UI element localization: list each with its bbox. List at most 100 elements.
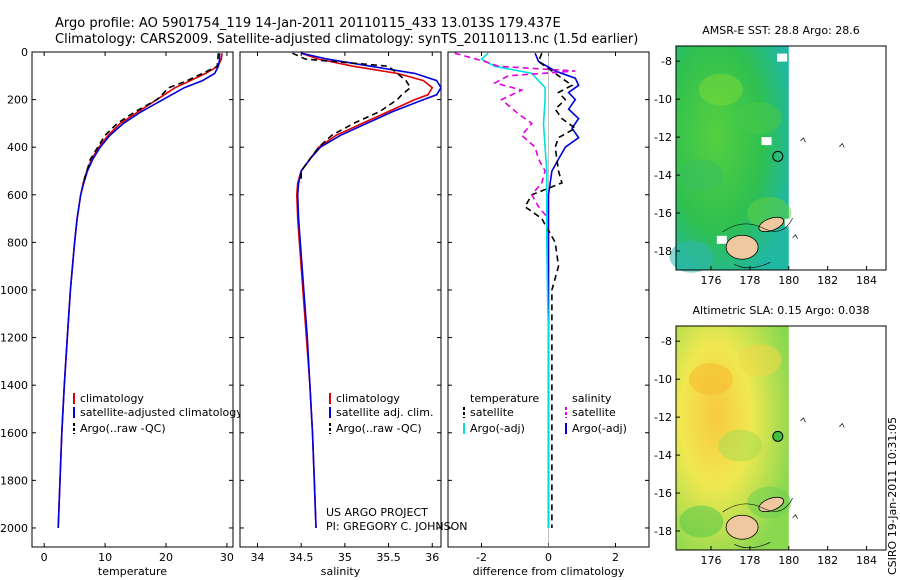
sla-map-y-tick-label: -12 bbox=[654, 411, 672, 424]
temperature-legend-entry: satellite-adjusted climatology bbox=[80, 406, 243, 419]
temperature-panel: 0 10 20 30 0 200 400 600 800 1000 1200 1400 1600 1800… bbox=[0, 46, 243, 578]
sst-map-field-patch bbox=[669, 240, 714, 273]
temperature-y-tick-label: 1400 bbox=[0, 379, 28, 392]
sla-map-x-tick-label: 184 bbox=[856, 554, 877, 567]
difference-series-2 bbox=[523, 52, 577, 528]
temperature-y-tick-label: 800 bbox=[7, 236, 28, 249]
temperature-x-tick-label: 30 bbox=[220, 551, 234, 564]
sst-map-panel: AMSR-E SST: 28.8 Argo: 28.6 176 178 180 182 1… bbox=[654, 24, 887, 287]
sst-map-island-viti-levu bbox=[725, 234, 759, 260]
sst-map-field-patch bbox=[679, 159, 724, 192]
salinity-legend-entry: satellite adj. clim. bbox=[336, 406, 433, 419]
sst-map-x-tick-label: 180 bbox=[778, 274, 799, 287]
sla-map-reef-contour bbox=[734, 542, 771, 549]
sla-map-x-tick-label: 178 bbox=[739, 554, 760, 567]
temperature-x-tick-label: 10 bbox=[98, 551, 112, 564]
timestamp-stamp: CSIRO 19-Jan-2011 10:31:05 bbox=[886, 417, 899, 575]
sst-map-x-tick-label: 184 bbox=[856, 274, 877, 287]
salinity-x-axis-label: salinity bbox=[321, 565, 361, 578]
temperature-series-3 bbox=[82, 53, 220, 184]
sst-map-small-island bbox=[792, 234, 798, 239]
sst-map-field-patch bbox=[698, 73, 743, 106]
temperature-y-tick-label: 0 bbox=[21, 46, 28, 59]
sla-map-field-patch bbox=[718, 429, 763, 462]
difference-series-4 bbox=[454, 52, 576, 220]
sla-map-field-patch bbox=[679, 505, 724, 538]
temperature-y-tick-label: 1600 bbox=[0, 427, 28, 440]
sst-map-x-tick-label: 176 bbox=[701, 274, 722, 287]
sla-map-x-tick-label: 180 bbox=[778, 554, 799, 567]
sst-map-reef-contour bbox=[722, 217, 793, 233]
temperature-y-tick-label: 600 bbox=[7, 189, 28, 202]
salinity-x-tick-label: 35.5 bbox=[376, 551, 401, 564]
sla-map-y-tick-label: -8 bbox=[661, 335, 672, 348]
sla-map-field-patch bbox=[689, 363, 733, 396]
difference-x-tick-label: 0 bbox=[545, 551, 552, 564]
temperature-y-tick-label: 400 bbox=[7, 141, 28, 154]
sla-map-x-tick-label: 176 bbox=[701, 554, 722, 567]
sla-map-frame bbox=[675, 325, 887, 551]
sla-map-panel: Altimetric SLA: 0.15 Argo: 0.038 176 178 18… bbox=[654, 304, 887, 567]
sst-map-field-patch bbox=[737, 102, 782, 135]
temperature-x-axis-label: temperature bbox=[98, 565, 167, 578]
project-credit: US ARGO PROJECT bbox=[326, 506, 428, 519]
sla-map-y-tick-label: -16 bbox=[654, 487, 672, 500]
temperature-x-tick-label: 20 bbox=[159, 551, 173, 564]
difference-x-tick-label: -2 bbox=[476, 551, 487, 564]
temperature-legend-entry: climatology bbox=[80, 392, 144, 405]
sla-map-small-island bbox=[839, 423, 845, 428]
difference-series-3 bbox=[480, 52, 550, 528]
sst-map-y-tick-label: -12 bbox=[654, 131, 672, 144]
temperature-y-tick-label: 1200 bbox=[0, 332, 28, 345]
salinity-x-tick-label: 34.5 bbox=[289, 551, 314, 564]
salinity-x-tick-label: 34 bbox=[250, 551, 264, 564]
temperature-series-2 bbox=[57, 53, 221, 529]
sst-map-island-vanua-levu bbox=[758, 216, 785, 233]
temperature-y-tick-label: 1800 bbox=[0, 474, 28, 487]
sst-map-argo-marker bbox=[772, 150, 784, 162]
difference-legend-entry: satellite bbox=[470, 406, 514, 419]
sst-map-x-tick-label: 178 bbox=[739, 274, 760, 287]
salinity-panel: 34 34.5 35 35.5 36 salinity climatologysatelli… bbox=[239, 51, 442, 578]
figure-title-line2: Climatology: CARS2009. Satellite-adjuste… bbox=[55, 32, 638, 47]
sst-map-y-tick-label: -10 bbox=[654, 93, 672, 106]
sla-map-island-vanua-levu bbox=[758, 496, 785, 513]
salinity-x-tick-label: 36 bbox=[425, 551, 439, 564]
sst-map-y-tick-label: -16 bbox=[654, 207, 672, 220]
sla-map-title: Altimetric SLA: 0.15 Argo: 0.038 bbox=[692, 304, 869, 317]
sst-map-y-tick-label: -14 bbox=[654, 169, 672, 182]
temperature-y-tick-label: 1000 bbox=[0, 284, 28, 297]
difference-x-axis-label: difference from climatology bbox=[473, 565, 625, 578]
difference-legend-entry: temperature bbox=[470, 392, 539, 405]
sst-map-reef-contour bbox=[734, 262, 771, 269]
temperature-plot-area bbox=[31, 51, 234, 548]
salinity-x-tick-label: 35 bbox=[338, 551, 352, 564]
sla-map-y-tick-label: -14 bbox=[654, 449, 672, 462]
difference-x-tick-label: 2 bbox=[612, 551, 619, 564]
salinity-legend-entry: climatology bbox=[336, 392, 400, 405]
salinity-legend-entry: Argo(..raw -QC) bbox=[336, 422, 422, 435]
sst-map-y-tick-label: -8 bbox=[661, 55, 672, 68]
sla-map-x-tick-label: 182 bbox=[817, 554, 838, 567]
sla-map-y-tick-label: -18 bbox=[654, 525, 672, 538]
temperature-legend-entry: Argo(..raw -QC) bbox=[80, 422, 166, 435]
sst-map-small-island bbox=[839, 143, 845, 148]
temperature-y-tick-label: 2000 bbox=[0, 522, 28, 535]
salinity-plot-area bbox=[239, 51, 442, 548]
sst-map-x-tick-label: 182 bbox=[817, 274, 838, 287]
temperature-x-tick-label: 0 bbox=[41, 551, 48, 564]
difference-legend-entry: Argo(-adj) bbox=[572, 422, 627, 435]
sst-missing-data bbox=[777, 53, 788, 62]
difference-legend-entry: satellite bbox=[572, 406, 616, 419]
sla-map-y-tick-label: -10 bbox=[654, 373, 672, 386]
sst-missing-data bbox=[761, 137, 772, 146]
sst-map-title: AMSR-E SST: 28.8 Argo: 28.6 bbox=[702, 24, 860, 37]
sla-map-small-island bbox=[800, 417, 806, 423]
sst-map-frame bbox=[675, 45, 887, 271]
sst-missing-data bbox=[716, 235, 727, 244]
salinity-series-3 bbox=[292, 52, 412, 183]
temperature-y-tick-label: 200 bbox=[7, 94, 28, 107]
sla-map-argo-marker bbox=[772, 430, 784, 442]
figure-title-line1: Argo profile: AO 5901754_119 14-Jan-2011… bbox=[55, 16, 561, 31]
